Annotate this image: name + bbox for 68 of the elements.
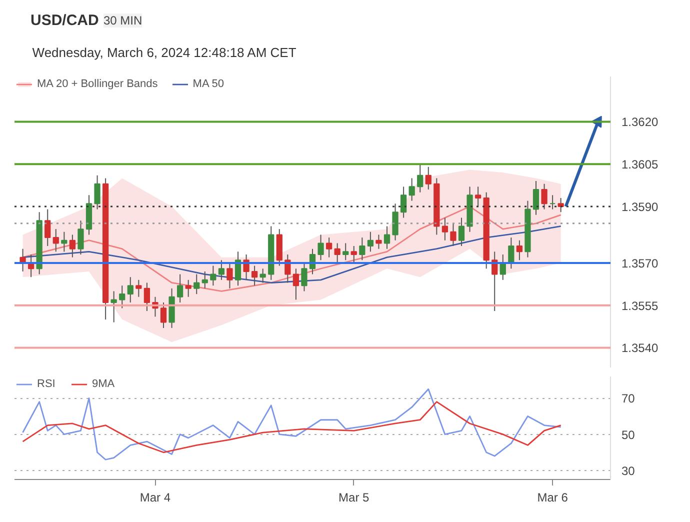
candlestick (442, 217, 448, 241)
candlestick (210, 265, 216, 286)
candlestick (350, 246, 357, 264)
candlestick (44, 208, 51, 247)
candlestick (301, 262, 308, 292)
candlestick (185, 279, 192, 298)
candlestick (417, 164, 424, 193)
line-series (22, 388, 562, 460)
candlestick (508, 237, 514, 270)
candlestick (359, 237, 366, 261)
candlestick (376, 234, 382, 250)
candlestick (127, 276, 134, 304)
candlestick (318, 234, 324, 261)
candlestick (384, 226, 390, 250)
candlestick (260, 268, 266, 284)
candlestick (78, 220, 84, 255)
candlestick (408, 178, 415, 202)
candlestick (176, 274, 184, 304)
candlestick (94, 174, 100, 210)
candlestick (194, 274, 200, 295)
candlestick (458, 217, 465, 247)
candlestick (334, 242, 340, 264)
y-tick-label: 1.3605 (622, 158, 659, 172)
candlestick (136, 279, 142, 298)
candlestick (549, 194, 556, 210)
candlestick (516, 240, 523, 261)
candlestick (558, 197, 564, 213)
y-tick-label: 1.3590 (622, 200, 659, 214)
legend-label: MA 20 + Bollinger Bands (37, 78, 158, 90)
text: Wednesday, March 6, 2024 12:48:18 AM CET (32, 45, 296, 60)
x-tick-label: Mar 5 (338, 490, 370, 504)
candlestick (292, 268, 300, 300)
chart-title: USD/CAD (30, 12, 100, 29)
y-tick-label: 1.3620 (622, 115, 659, 130)
y-tick-label: 1.3555 (622, 298, 659, 313)
y-tick-label: 1.3540 (622, 341, 659, 356)
candlestick (367, 231, 374, 252)
x-tick-label: Mar 4 (140, 490, 171, 504)
y-tick-label: 30 (622, 464, 636, 478)
candlestick (326, 237, 332, 258)
candlestick (342, 242, 349, 261)
candlestick (425, 166, 432, 190)
candlestick (251, 265, 258, 286)
candlestick (400, 186, 407, 218)
legend-label: 9MA (92, 378, 115, 390)
candlestick (160, 302, 167, 328)
candlestick (450, 222, 456, 247)
x-tick-label: Mar 6 (537, 490, 568, 504)
chart-subtitle: 30 MIN (103, 14, 142, 28)
candlestick (474, 186, 482, 207)
candlestick (202, 270, 208, 289)
line-series (22, 401, 562, 454)
legend-label: RSI (37, 378, 56, 390)
candlestick (61, 231, 68, 252)
candlestick (218, 260, 225, 280)
y-tick-label: 1.3570 (622, 256, 659, 270)
candlestick (69, 234, 76, 258)
candlestick (119, 285, 126, 309)
candlestick (52, 228, 59, 252)
candlestick (532, 180, 540, 216)
y-tick-label: 50 (622, 428, 636, 442)
y-tick-label: 70 (622, 392, 636, 406)
candlestick (144, 282, 150, 312)
candlestick (392, 203, 398, 241)
candlestick (226, 262, 233, 289)
legend-label: MA 50 (192, 78, 224, 90)
candlestick (110, 290, 117, 323)
candlestick (541, 183, 548, 210)
